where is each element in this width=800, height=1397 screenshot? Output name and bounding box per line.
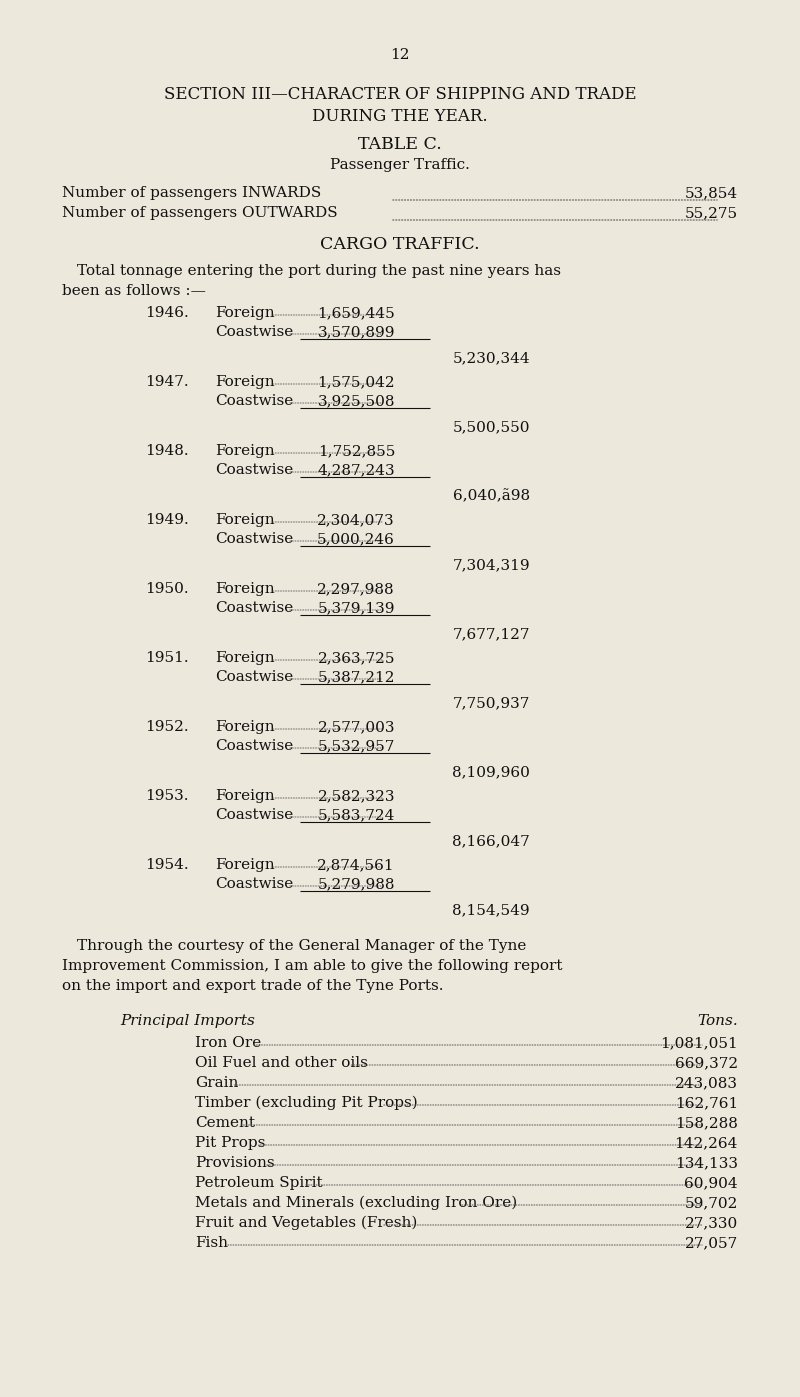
Text: 2,582,323: 2,582,323 — [318, 789, 395, 803]
Text: 1952.: 1952. — [145, 719, 189, 733]
Text: 2,874,561: 2,874,561 — [318, 858, 395, 872]
Text: Coastwise: Coastwise — [215, 877, 294, 891]
Text: been as follows :—: been as follows :— — [62, 284, 206, 298]
Text: 2,577,003: 2,577,003 — [318, 719, 395, 733]
Text: 53,854: 53,854 — [685, 186, 738, 200]
Text: Provisions: Provisions — [195, 1155, 274, 1171]
Text: Foreign: Foreign — [215, 306, 274, 320]
Text: 669,372: 669,372 — [675, 1056, 738, 1070]
Text: 1,575,042: 1,575,042 — [318, 374, 395, 388]
Text: 8,109,960: 8,109,960 — [452, 766, 530, 780]
Text: 142,264: 142,264 — [674, 1136, 738, 1150]
Text: 1949.: 1949. — [145, 513, 189, 527]
Text: Foreign: Foreign — [215, 858, 274, 872]
Text: Foreign: Foreign — [215, 719, 274, 733]
Text: Cement: Cement — [195, 1116, 255, 1130]
Text: Fruit and Vegetables (Fresh): Fruit and Vegetables (Fresh) — [195, 1215, 418, 1231]
Text: 27,330: 27,330 — [685, 1215, 738, 1229]
Text: 12: 12 — [390, 47, 410, 61]
Text: Metals and Minerals (excluding Iron Ore): Metals and Minerals (excluding Iron Ore) — [195, 1196, 518, 1210]
Text: 5,000,246: 5,000,246 — [317, 532, 395, 546]
Text: TABLE C.: TABLE C. — [358, 136, 442, 154]
Text: Coastwise: Coastwise — [215, 671, 294, 685]
Text: Foreign: Foreign — [215, 583, 274, 597]
Text: 6,040,ã98: 6,040,ã98 — [453, 489, 530, 503]
Text: Foreign: Foreign — [215, 651, 274, 665]
Text: 27,057: 27,057 — [685, 1236, 738, 1250]
Text: Grain: Grain — [195, 1076, 238, 1090]
Text: CARGO TRAFFIC.: CARGO TRAFFIC. — [320, 236, 480, 253]
Text: 2,363,725: 2,363,725 — [318, 651, 395, 665]
Text: Tons.: Tons. — [698, 1014, 738, 1028]
Text: 5,279,988: 5,279,988 — [318, 877, 395, 891]
Text: on the import and export trade of the Tyne Ports.: on the import and export trade of the Ty… — [62, 979, 443, 993]
Text: 1954.: 1954. — [145, 858, 189, 872]
Text: 3,570,899: 3,570,899 — [318, 326, 395, 339]
Text: Foreign: Foreign — [215, 374, 274, 388]
Text: 243,083: 243,083 — [675, 1076, 738, 1090]
Text: Principal Imports: Principal Imports — [120, 1014, 255, 1028]
Text: 162,761: 162,761 — [674, 1097, 738, 1111]
Text: 5,230,344: 5,230,344 — [452, 351, 530, 365]
Text: 55,275: 55,275 — [685, 205, 738, 219]
Text: 3,925,508: 3,925,508 — [318, 394, 395, 408]
Text: Total tonnage entering the port during the past nine years has: Total tonnage entering the port during t… — [77, 264, 561, 278]
Text: 5,387,212: 5,387,212 — [318, 671, 395, 685]
Text: 1953.: 1953. — [145, 789, 189, 803]
Text: Number of passengers OUTWARDS: Number of passengers OUTWARDS — [62, 205, 338, 219]
Text: 5,532,957: 5,532,957 — [318, 739, 395, 753]
Text: 158,288: 158,288 — [675, 1116, 738, 1130]
Text: Passenger Traffic.: Passenger Traffic. — [330, 158, 470, 172]
Text: 5,379,139: 5,379,139 — [318, 601, 395, 615]
Text: 134,133: 134,133 — [675, 1155, 738, 1171]
Text: 2,297,988: 2,297,988 — [318, 583, 395, 597]
Text: 1946.: 1946. — [145, 306, 189, 320]
Text: 2,304,073: 2,304,073 — [318, 513, 395, 527]
Text: Foreign: Foreign — [215, 444, 274, 458]
Text: 60,904: 60,904 — [684, 1176, 738, 1190]
Text: Oil Fuel and other oils: Oil Fuel and other oils — [195, 1056, 368, 1070]
Text: 4,287,243: 4,287,243 — [318, 462, 395, 476]
Text: 1951.: 1951. — [145, 651, 189, 665]
Text: 7,677,127: 7,677,127 — [453, 627, 530, 641]
Text: 1,659,445: 1,659,445 — [318, 306, 395, 320]
Text: Coastwise: Coastwise — [215, 462, 294, 476]
Text: DURING THE YEAR.: DURING THE YEAR. — [312, 108, 488, 124]
Text: 8,154,549: 8,154,549 — [452, 902, 530, 916]
Text: Number of passengers INWARDS: Number of passengers INWARDS — [62, 186, 322, 200]
Text: 1,752,855: 1,752,855 — [318, 444, 395, 458]
Text: Timber (excluding Pit Props): Timber (excluding Pit Props) — [195, 1097, 418, 1111]
Text: Iron Ore: Iron Ore — [195, 1037, 262, 1051]
Text: Coastwise: Coastwise — [215, 326, 294, 339]
Text: Coastwise: Coastwise — [215, 807, 294, 821]
Text: Coastwise: Coastwise — [215, 532, 294, 546]
Text: Improvement Commission, I am able to give the following report: Improvement Commission, I am able to giv… — [62, 958, 562, 972]
Text: Foreign: Foreign — [215, 513, 274, 527]
Text: Coastwise: Coastwise — [215, 601, 294, 615]
Text: 7,304,319: 7,304,319 — [452, 557, 530, 571]
Text: Fish: Fish — [195, 1236, 228, 1250]
Text: Petroleum Spirit: Petroleum Spirit — [195, 1176, 322, 1190]
Text: 1947.: 1947. — [145, 374, 189, 388]
Text: 5,500,550: 5,500,550 — [453, 420, 530, 434]
Text: Through the courtesy of the General Manager of the Tyne: Through the courtesy of the General Mana… — [77, 939, 526, 953]
Text: 8,166,047: 8,166,047 — [452, 834, 530, 848]
Text: 1948.: 1948. — [145, 444, 189, 458]
Text: SECTION III—CHARACTER OF SHIPPING AND TRADE: SECTION III—CHARACTER OF SHIPPING AND TR… — [164, 87, 636, 103]
Text: Foreign: Foreign — [215, 789, 274, 803]
Text: 1,081,051: 1,081,051 — [660, 1037, 738, 1051]
Text: Coastwise: Coastwise — [215, 394, 294, 408]
Text: 1950.: 1950. — [145, 583, 189, 597]
Text: Coastwise: Coastwise — [215, 739, 294, 753]
Text: 7,750,937: 7,750,937 — [453, 696, 530, 710]
Text: 5,583,724: 5,583,724 — [318, 807, 395, 821]
Text: 59,702: 59,702 — [685, 1196, 738, 1210]
Text: Pit Props: Pit Props — [195, 1136, 266, 1150]
